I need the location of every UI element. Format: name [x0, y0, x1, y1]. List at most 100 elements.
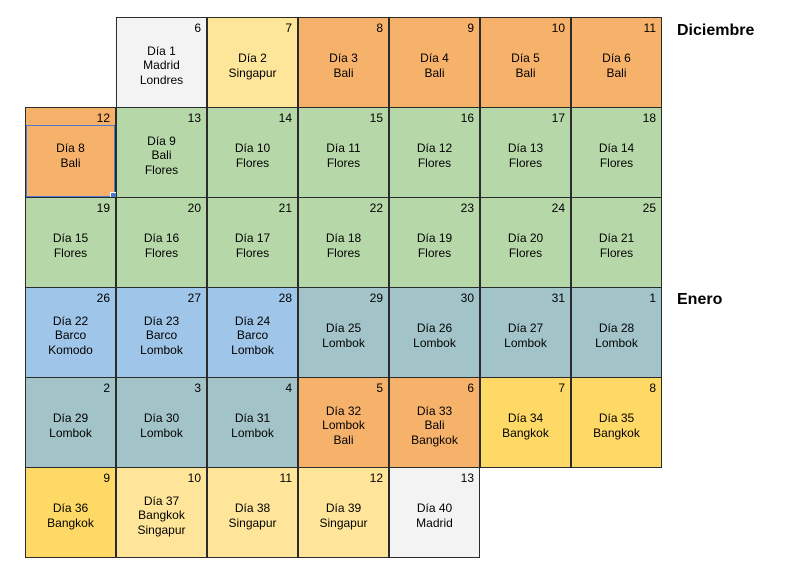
day-content: Día 8 Bali [26, 108, 115, 197]
location-label: Bali [333, 65, 354, 80]
location-label: Flores [326, 245, 361, 260]
day-content: Día 11 Flores [299, 108, 388, 197]
date-number: 12 [96, 111, 110, 125]
day-cell[interactable]: 20 Día 16 Flores [116, 197, 207, 288]
day-cell[interactable]: 29 Día 25 Lombok [298, 287, 389, 378]
day-cell[interactable]: 12 Día 8 Bali [25, 107, 117, 199]
day-cell[interactable]: 9 Día 4 Bali [389, 17, 480, 108]
date-number: 23 [460, 201, 474, 215]
day-cell[interactable]: 25 Día 21 Flores [571, 197, 662, 288]
day-label: Día 6 [602, 51, 631, 65]
location-label: Singapur [228, 515, 277, 530]
day-content: Día 31 Lombok [208, 378, 297, 467]
day-cell[interactable]: 6 Día 1 Madrid Londres [116, 17, 207, 108]
day-cell[interactable]: 8 Día 3 Bali [298, 17, 389, 108]
location-label: Bali [151, 148, 172, 163]
day-label: Día 25 [325, 321, 362, 335]
date-number: 10 [551, 21, 565, 35]
day-cell[interactable]: 11 Día 38 Singapur [207, 467, 298, 558]
day-cell[interactable]: 10 Día 37 Bangkok Singapur [116, 467, 207, 558]
date-number: 6 [467, 381, 474, 395]
day-cell[interactable]: 24 Día 20 Flores [480, 197, 571, 288]
day-content: Día 34 Bangkok [481, 378, 570, 467]
day-cell[interactable]: 28 Día 24 Barco Lombok [207, 287, 298, 378]
day-content: Día 9 Bali Flores [117, 108, 206, 197]
day-label: Día 15 [52, 231, 89, 245]
day-label: Día 11 [326, 141, 361, 155]
day-cell[interactable]: 26 Día 22 Barco Komodo [25, 287, 116, 378]
day-content: Día 29 Lombok [26, 378, 115, 467]
month-label: Enero [677, 291, 723, 308]
date-number: 10 [187, 471, 201, 485]
day-cell[interactable]: 4 Día 31 Lombok [207, 377, 298, 468]
day-cell[interactable]: 7 Día 2 Singapur [207, 17, 298, 108]
date-number: 11 [279, 471, 292, 485]
day-cell[interactable]: 16 Día 12 Flores [389, 107, 480, 198]
location-label: Flores [417, 245, 452, 260]
day-content: Día 16 Flores [117, 198, 206, 287]
day-cell[interactable]: 3 Día 30 Lombok [116, 377, 207, 468]
location-label: Lombok [140, 425, 183, 440]
day-label: Día 30 [143, 411, 180, 425]
location-label: Flores [235, 155, 270, 170]
day-cell[interactable]: 27 Día 23 Barco Lombok [116, 287, 207, 378]
day-label: Día 12 [416, 141, 453, 155]
day-cell[interactable]: 9 Día 36 Bangkok [25, 467, 116, 558]
day-cell[interactable]: 13 Día 9 Bali Flores [116, 107, 207, 198]
day-cell[interactable]: 14 Día 10 Flores [207, 107, 298, 198]
day-content: Día 38 Singapur [208, 468, 297, 557]
day-cell[interactable]: 15 Día 11 Flores [298, 107, 389, 198]
day-cell[interactable]: 23 Día 19 Flores [389, 197, 480, 288]
day-cell[interactable]: 13 Día 40 Madrid [389, 467, 480, 558]
location-label: Lombok [322, 335, 365, 350]
day-label: Día 36 [52, 501, 89, 515]
day-cell[interactable]: 8 Día 35 Bangkok [571, 377, 662, 468]
day-content: Día 30 Lombok [117, 378, 206, 467]
day-label: Día 1 [147, 43, 176, 58]
location-label: Singapur [137, 522, 186, 537]
date-number: 11 [643, 21, 656, 35]
location-label: Bali [424, 65, 445, 80]
day-cell[interactable]: 19 Día 15 Flores [25, 197, 116, 288]
location-label: Bangkok [47, 515, 94, 530]
day-label: Día 22 [52, 313, 89, 328]
day-content: Día 39 Singapur [299, 468, 388, 557]
location-label: Lombok [413, 335, 456, 350]
day-cell[interactable]: 2 Día 29 Lombok [25, 377, 116, 468]
location-label: Flores [599, 155, 634, 170]
day-cell[interactable]: 7 Día 34 Bangkok [480, 377, 571, 468]
date-number: 3 [194, 381, 201, 395]
day-cell[interactable]: 31 Día 27 Lombok [480, 287, 571, 378]
day-cell[interactable]: 18 Día 14 Flores [571, 107, 662, 198]
day-content: Día 32 Lombok Bali [299, 378, 388, 467]
day-cell[interactable]: 1 Día 28 Lombok [571, 287, 662, 378]
day-cell[interactable]: 12 Día 39 Singapur [298, 467, 389, 558]
date-number: 14 [278, 111, 292, 125]
day-label: Día 40 [416, 501, 453, 515]
day-cell[interactable]: 21 Día 17 Flores [207, 197, 298, 288]
day-cell[interactable]: 30 Día 26 Lombok [389, 287, 480, 378]
day-content: Día 28 Lombok [572, 288, 661, 377]
day-cell[interactable]: 22 Día 18 Flores [298, 197, 389, 288]
day-cell[interactable]: 6 Día 33 Bali Bangkok [389, 377, 480, 468]
day-label: Día 23 [143, 313, 180, 328]
day-content: Día 36 Bangkok [26, 468, 115, 557]
location-label: Flores [144, 245, 179, 260]
location-label: Lombok [231, 342, 274, 357]
location-label: Bangkok [411, 432, 458, 447]
day-label: Día 33 [416, 403, 453, 418]
location-label: Flores [508, 245, 543, 260]
day-cell[interactable]: 17 Día 13 Flores [480, 107, 571, 198]
date-number: 17 [551, 111, 565, 125]
day-cell[interactable]: 11 Día 6 Bali [571, 17, 662, 108]
day-content: Día 27 Lombok [481, 288, 570, 377]
location-label: Lombok [231, 425, 274, 440]
day-cell[interactable]: 10 Día 5 Bali [480, 17, 571, 108]
location-label: Lombok [140, 342, 183, 357]
location-label: Bali [424, 418, 445, 433]
day-label: Día 16 [143, 231, 180, 245]
day-cell[interactable]: 5 Día 32 Lombok Bali [298, 377, 389, 468]
day-content: Día 25 Lombok [299, 288, 388, 377]
location-label: Barco [145, 328, 178, 343]
location-label: Lombok [322, 418, 365, 433]
